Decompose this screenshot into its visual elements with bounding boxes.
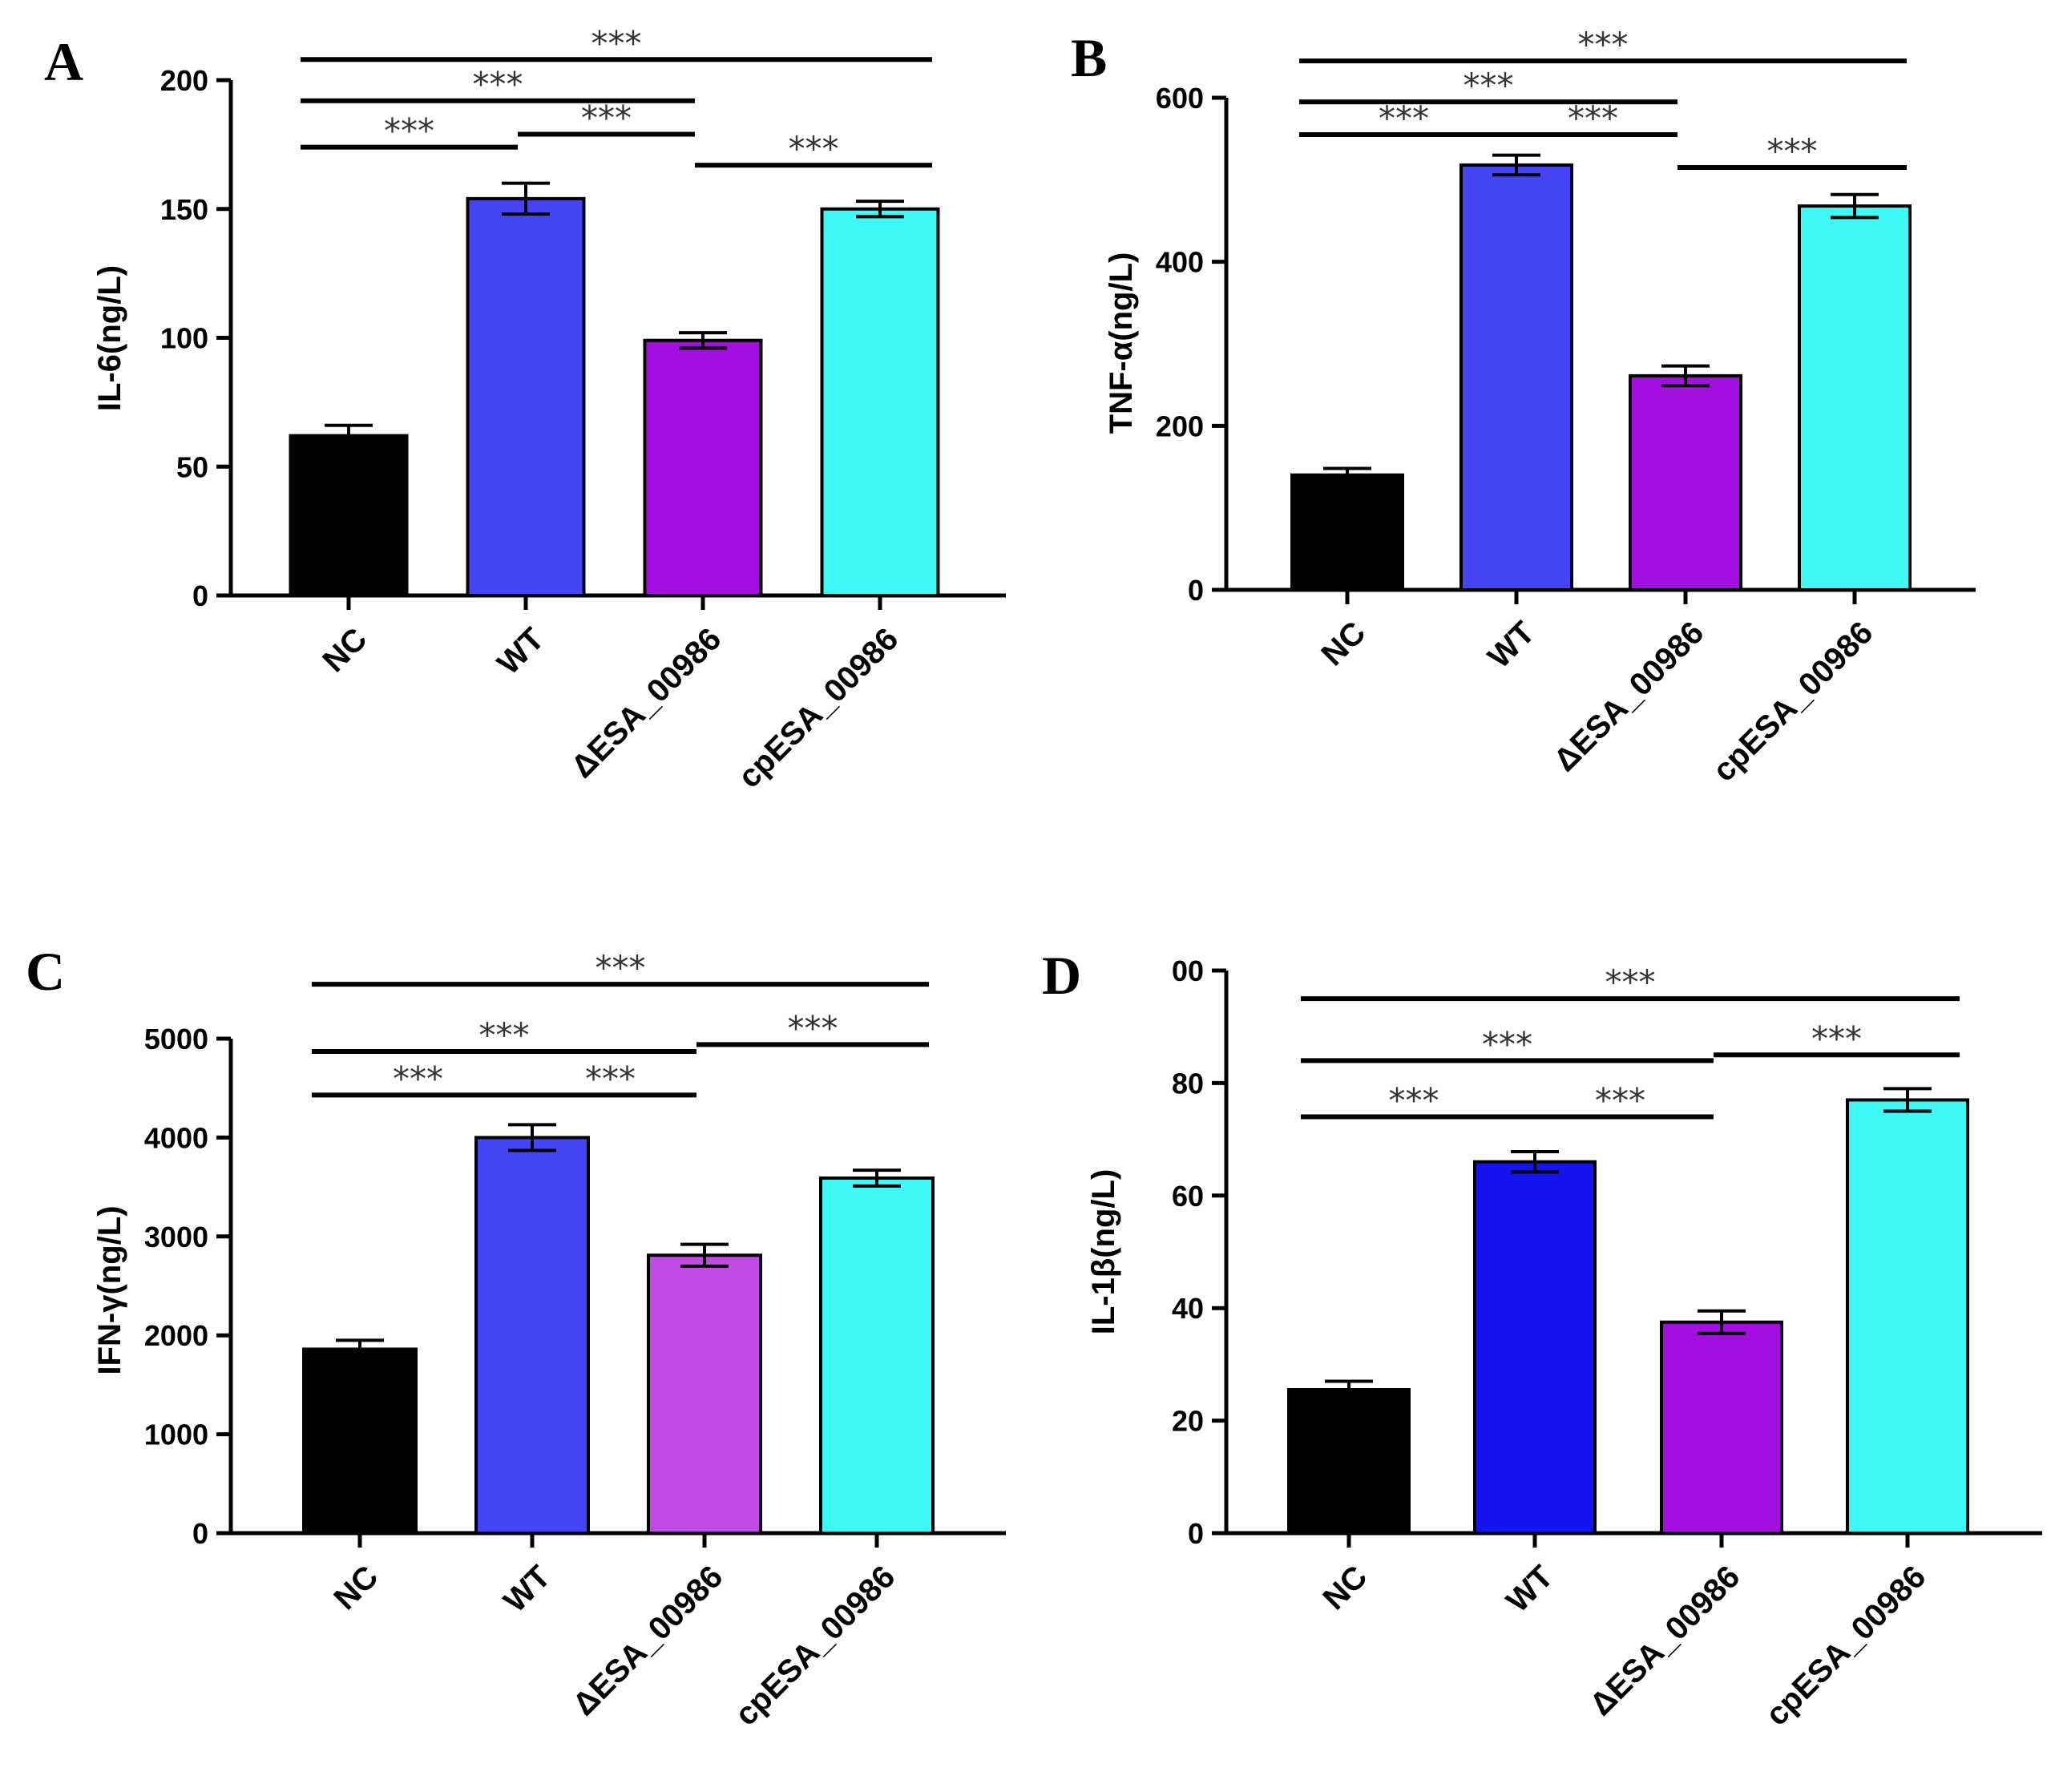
x-category-label: cpESA_00986	[1706, 615, 1880, 789]
x-category-label: WT	[1500, 1559, 1560, 1619]
significance-label: ***	[1811, 1019, 1862, 1058]
y-tick-label: 200	[160, 64, 208, 97]
y-tick-label: 80	[1172, 1067, 1204, 1100]
y-axis-title: IFN-γ(ng/L)	[92, 1205, 127, 1374]
y-tick-label: 5000	[144, 1023, 208, 1055]
x-category-label: ΔESA_00986	[1547, 615, 1710, 778]
x-category-label: ΔESA_00986	[1583, 1559, 1746, 1722]
y-tick-label: 0	[1188, 1517, 1204, 1550]
significance-label: ***	[384, 111, 434, 151]
significance-label: ***	[1464, 66, 1514, 105]
significance-label: ***	[1389, 1081, 1439, 1120]
bar-3	[1798, 204, 1912, 591]
significance-label: ***	[473, 65, 523, 104]
bar-0	[289, 434, 409, 597]
bar-0	[1287, 1387, 1411, 1535]
panel-letter: B	[1071, 27, 1107, 88]
chart-panel-d: D 0 20 40 60 80 00 IL-1β(ng/L) NC WT ΔESA_00986 cpE…	[1042, 945, 2042, 1733]
significance-label: ***	[1568, 99, 1618, 138]
significance-label: ***	[581, 99, 632, 138]
y-tick-label: 0	[192, 1517, 208, 1550]
x-category-label: ΔESA_00986	[566, 1559, 729, 1722]
significance-label: ***	[1482, 1024, 1532, 1063]
significance-label: ***	[479, 1015, 530, 1055]
x-category-label: ΔESA_00986	[564, 621, 728, 785]
bar-2	[643, 338, 763, 597]
y-tick-label: 4000	[144, 1121, 208, 1154]
y-tick-label: 400	[1156, 246, 1204, 279]
significance-label: ***	[789, 129, 839, 168]
y-tick-label: 100	[160, 322, 208, 355]
y-tick-label: 150	[160, 193, 208, 226]
chart-panel-a: A 0 50 100 150 200 IL-6(ng/L) NC WT ΔESA_00986 cpE…	[44, 23, 1006, 795]
y-tick-label: 1000	[144, 1419, 208, 1451]
bar-3	[819, 1176, 935, 1536]
y-tick-label: 20	[1172, 1405, 1204, 1438]
bar-0	[1290, 473, 1404, 591]
y-tick-label: 40	[1172, 1292, 1204, 1325]
bar-1	[1473, 1160, 1597, 1536]
y-tick-label: 0	[1188, 574, 1204, 607]
x-category-label: NC	[327, 1559, 385, 1616]
bar-1	[1459, 163, 1573, 591]
significance-label: ***	[585, 1059, 636, 1098]
x-category-label: WT	[497, 1559, 557, 1619]
significance-label: ***	[595, 948, 646, 987]
bar-0	[302, 1347, 418, 1535]
x-category-label: WT	[1481, 615, 1541, 675]
y-axis-title: TNF-α(ng/L)	[1104, 252, 1139, 434]
x-category-label: WT	[491, 621, 551, 681]
panel-letter: D	[1042, 945, 1081, 1006]
x-category-label: cpESA_00986	[1759, 1559, 1933, 1733]
x-category-label: NC	[1314, 615, 1372, 672]
y-tick-label: 200	[1156, 410, 1204, 442]
panel-letter: A	[44, 31, 83, 92]
bar-2	[1660, 1320, 1783, 1535]
significance-label: ***	[1605, 963, 1656, 1002]
y-axis-title: IL-1β(ng/L)	[1086, 1169, 1121, 1335]
significance-label: ***	[1767, 131, 1818, 171]
y-tick-label: 00	[1172, 955, 1204, 987]
y-axis-title: IL-6(ng/L)	[92, 265, 127, 411]
bar-2	[1629, 373, 1742, 591]
bar-2	[647, 1253, 762, 1535]
x-category-label: NC	[1316, 1559, 1374, 1616]
chart-panel-b: B 0 200 400 600 TNF-α(ng/L) NC WT ΔESA_00986cpES…	[1071, 25, 1976, 789]
significance-label: ***	[788, 1008, 838, 1047]
y-tick-label: 50	[176, 450, 208, 483]
significance-label: ***	[393, 1059, 443, 1098]
significance-label: ***	[1595, 1081, 1645, 1120]
x-category-label: cpESA_00986	[732, 621, 906, 795]
y-tick-label: 0	[192, 579, 208, 612]
bar-1	[466, 196, 586, 597]
bar-3	[820, 207, 940, 597]
y-tick-label: 3000	[144, 1221, 208, 1253]
bar-1	[474, 1136, 590, 1536]
y-tick-label: 600	[1156, 82, 1204, 115]
panel-letter: C	[26, 941, 65, 1002]
x-category-label: NC	[316, 621, 373, 679]
chart-panel-c: C 0 1000 2000 3000 4000 5000 IFN-γ(ng/L) NC WT ΔES…	[26, 941, 1006, 1733]
y-tick-label: 60	[1172, 1180, 1204, 1213]
significance-label: ***	[1578, 25, 1629, 64]
significance-label: ***	[1379, 99, 1429, 138]
significance-label: ***	[591, 23, 642, 63]
x-category-label: cpESA_00986	[729, 1559, 902, 1733]
bar-3	[1846, 1098, 1969, 1535]
y-tick-label: 2000	[144, 1319, 208, 1352]
